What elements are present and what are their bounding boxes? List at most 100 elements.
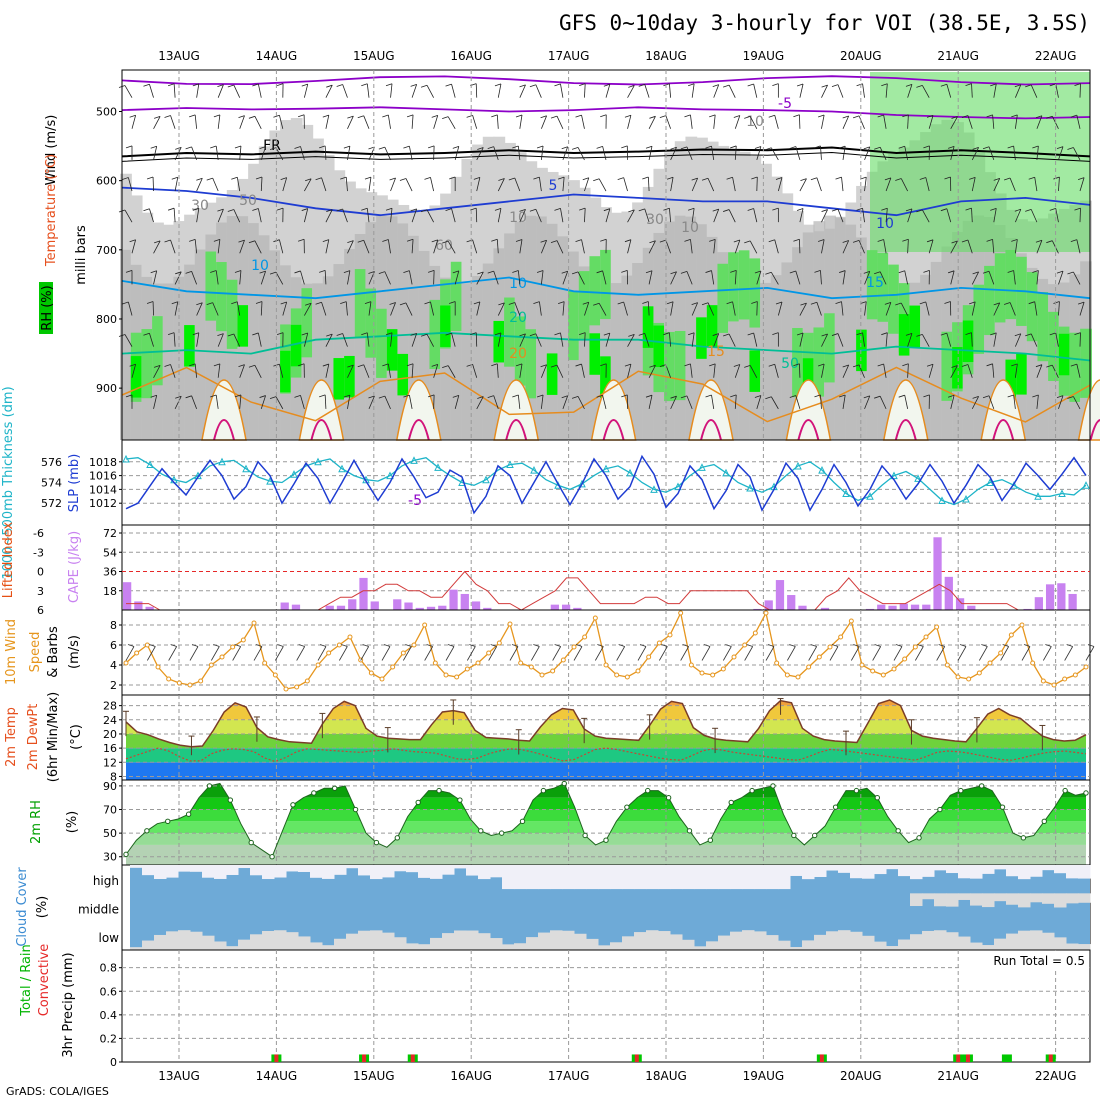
precip-tick-label: 0.4 [100, 1009, 118, 1022]
wind-barb [321, 302, 327, 316]
wind-barb-flag [389, 177, 396, 181]
wind-barb-flag [733, 115, 740, 118]
slp-tick-label: 1012 [89, 497, 117, 510]
wind-barb-flag [571, 147, 579, 150]
contour-label: 10 [509, 276, 527, 292]
wind-barb-flag [617, 177, 624, 180]
surface-wind-barb [850, 646, 860, 661]
wind-speed-point [720, 666, 726, 672]
wind-barb-flag [768, 363, 775, 367]
cloud-gap-high [1030, 865, 1043, 877]
wind-barb-flag [1070, 114, 1077, 118]
wind-barb [384, 395, 391, 410]
wind-barb [749, 365, 758, 378]
wind-barb [215, 145, 219, 160]
wind-barb-flag [747, 332, 754, 336]
thickness-point [866, 492, 874, 500]
rh-point [1083, 790, 1089, 796]
wind-speed-point [710, 672, 716, 678]
wind-barb-flag [1056, 270, 1064, 274]
wind-barb-flag [153, 240, 161, 244]
temp-label-2: 2m DewPt [26, 704, 41, 771]
wind-barb [1079, 177, 1085, 192]
wind-barb [858, 115, 865, 129]
precip-total-bar [1001, 1054, 1012, 1062]
wind-barb [411, 239, 414, 254]
wind-barb-flag [961, 364, 969, 367]
cloud-gap-low [370, 930, 383, 950]
cape-bar [483, 607, 492, 610]
wind-barb [648, 395, 653, 409]
rh-shade-green [749, 258, 762, 328]
wind-barb [864, 271, 871, 285]
cloud-gap-low [286, 932, 299, 950]
wind-barb [992, 239, 995, 254]
wind-barb [196, 208, 200, 223]
isotherm-line [121, 106, 1091, 120]
wind-barb-flag [255, 176, 263, 180]
thickness-point [722, 468, 730, 477]
hot-core [992, 419, 1015, 441]
wind-barb-flag [986, 363, 993, 367]
rh-shade-mid [258, 235, 271, 440]
wind-speed-point [1008, 632, 1014, 638]
thickness-point [1082, 481, 1090, 489]
wind-barb [795, 146, 801, 161]
thickness-point [242, 464, 250, 473]
wind-barb [347, 364, 354, 378]
wind-speed-point [806, 664, 812, 670]
rh-shade-mid [578, 266, 591, 440]
surface-wind-barb [658, 646, 668, 661]
wind-barb-flag [730, 394, 737, 398]
surface-wind-barb [274, 646, 284, 661]
cloud-gap-middle [1018, 893, 1031, 908]
wind-barb [821, 209, 828, 223]
wind-barb [433, 115, 439, 129]
precip-convective-bar [274, 1054, 279, 1062]
cloud-gap-high [910, 865, 923, 880]
wind-barb-flag [512, 270, 519, 273]
surface-wind-barb-flag [383, 644, 391, 647]
wind-barb-flag [895, 178, 902, 181]
wind-barb-flag [410, 333, 417, 336]
wind-barb-flag [445, 332, 452, 336]
cloud-gap-middle [946, 893, 959, 907]
wind-speed-point [614, 672, 620, 678]
wind-barb [756, 395, 762, 409]
rh-point [1062, 787, 1068, 794]
wind-barb-flag [579, 332, 586, 336]
wind-barb-flag [1049, 332, 1056, 336]
rh-shade-mid [418, 250, 431, 440]
rh-shade-mid [930, 261, 943, 440]
wind-barb [821, 333, 828, 347]
wind-barb-flag [361, 207, 368, 211]
wind-barb [173, 83, 176, 98]
wind-barb-flag [603, 83, 610, 87]
cloud-gap-middle [1042, 893, 1055, 904]
surface-wind-barb-flag [255, 644, 263, 647]
cloud-gap-low [190, 931, 203, 950]
y-axis-label: milli bars [74, 225, 89, 285]
wind-barb [648, 270, 653, 285]
wind-barb-flag [533, 301, 540, 305]
hot-core [310, 419, 333, 441]
wind-barb [560, 208, 564, 223]
rh-shade-green [994, 253, 1007, 323]
wind-barb-flag [255, 301, 263, 304]
rh-shade-green [216, 262, 228, 332]
wind-speed-point [603, 662, 609, 668]
wind-barb [321, 177, 327, 192]
wind-barb-flag [839, 145, 846, 149]
wind-barb-flag [146, 301, 154, 304]
wind-barb [345, 301, 348, 316]
wind-barb-flag [515, 239, 523, 242]
wind-barb [732, 301, 736, 316]
wind-barb [540, 270, 544, 285]
wind-barb [300, 146, 305, 161]
wind-barb [153, 395, 158, 409]
wind-barb [602, 395, 607, 409]
wind-barb [858, 364, 865, 378]
wind-barb [493, 271, 499, 285]
cape-bar [449, 589, 458, 610]
